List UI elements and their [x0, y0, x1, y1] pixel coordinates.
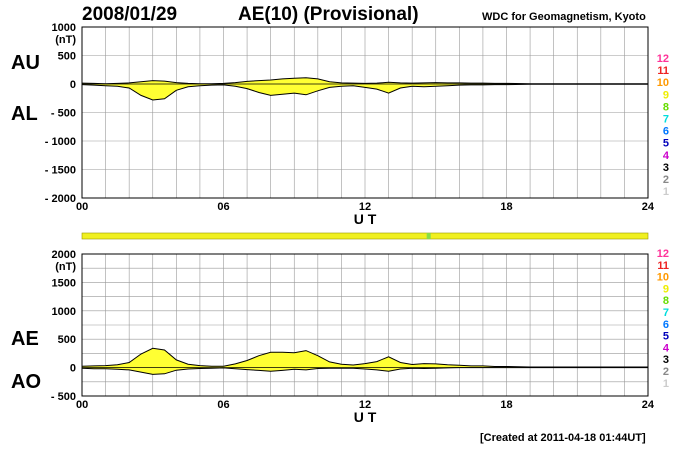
y-tick-label: - 500: [51, 391, 76, 403]
station-count-label-3: 3: [663, 354, 669, 366]
y-tick-label: 2000: [52, 249, 76, 261]
station-count-label-12: 12: [657, 248, 669, 260]
station-count-label-9: 9: [663, 89, 669, 101]
created-timestamp: [Created at 2011-04-18 01:44UT]: [480, 432, 646, 444]
x-tick-label: 06: [217, 201, 229, 213]
x-tick-label: 12: [359, 201, 371, 213]
station-status-bar: [81, 232, 649, 240]
station-count-label-7: 7: [663, 114, 669, 126]
y-tick-label: 1000: [52, 22, 76, 34]
series-line-al: [81, 83, 648, 101]
y-tick-label: 1500: [52, 277, 76, 289]
ae-label: AE: [11, 328, 39, 350]
x-tick-label: 06: [217, 399, 229, 411]
y-tick-label: 0: [70, 79, 76, 91]
x-axis-label: U T: [354, 211, 377, 227]
station-count-label-8: 8: [663, 295, 669, 307]
x-tick-label: 24: [642, 399, 655, 411]
x-tick-label: 18: [500, 201, 512, 213]
y-axis-unit: (nT): [55, 34, 76, 46]
y-tick-label: 1000: [52, 306, 76, 318]
y-tick-label: - 1000: [45, 136, 76, 148]
ao-label: AO: [11, 371, 41, 393]
series-line-au: [81, 77, 648, 85]
station-count-label-7: 7: [663, 307, 669, 319]
station-status-marker: [426, 233, 431, 239]
station-count-label-2: 2: [663, 366, 669, 378]
station-count-label-1: 1: [663, 186, 669, 198]
y-tick-label: - 2000: [45, 193, 76, 205]
x-tick-label: 12: [359, 399, 371, 411]
station-count-label-9: 9: [663, 283, 669, 295]
y-axis-unit: (nT): [55, 261, 76, 273]
station-count-label-6: 6: [663, 319, 669, 331]
x-axis-label: U T: [354, 409, 377, 425]
station-count-label-1: 1: [663, 378, 669, 390]
x-tick-label: 00: [76, 201, 88, 213]
station-count-label-4: 4: [663, 150, 670, 162]
y-tick-label: 500: [58, 334, 76, 346]
station-count-label-3: 3: [663, 162, 669, 174]
al-label: AL: [11, 103, 38, 125]
plot-frame: [81, 26, 649, 199]
station-count-label-4: 4: [663, 342, 670, 354]
x-tick-label: 00: [76, 399, 88, 411]
station-count-label-5: 5: [663, 138, 669, 150]
y-tick-label: 0: [70, 363, 76, 375]
y-tick-label: - 500: [51, 108, 76, 120]
station-count-label-12: 12: [657, 53, 669, 65]
series-line-ae: [81, 347, 648, 368]
x-tick-label: 24: [642, 201, 655, 213]
panel-upper: 1000 500 0 - 500 - 1000 - 1500 - 2000 (nT) 00 06 1…: [45, 22, 670, 227]
y-tick-label: - 1500: [45, 165, 76, 177]
y-tick-label: 500: [58, 51, 76, 63]
chart-title: AE(10) (Provisional): [238, 4, 419, 25]
station-count-label-5: 5: [663, 331, 669, 343]
station-count-label-11: 11: [657, 260, 669, 272]
data-source-label: WDC for Geomagnetism, Kyoto: [482, 11, 646, 23]
date-title: 2008/01/29: [82, 4, 178, 25]
x-tick-label: 18: [500, 399, 512, 411]
station-count-label-6: 6: [663, 126, 669, 138]
station-count-label-11: 11: [657, 65, 669, 77]
au-label: AU: [11, 52, 40, 74]
station-count-label-8: 8: [663, 101, 669, 113]
station-count-label-10: 10: [657, 77, 669, 89]
plot-frame: [81, 253, 649, 397]
station-count-label-10: 10: [657, 272, 669, 284]
station-count-label-2: 2: [663, 174, 669, 186]
